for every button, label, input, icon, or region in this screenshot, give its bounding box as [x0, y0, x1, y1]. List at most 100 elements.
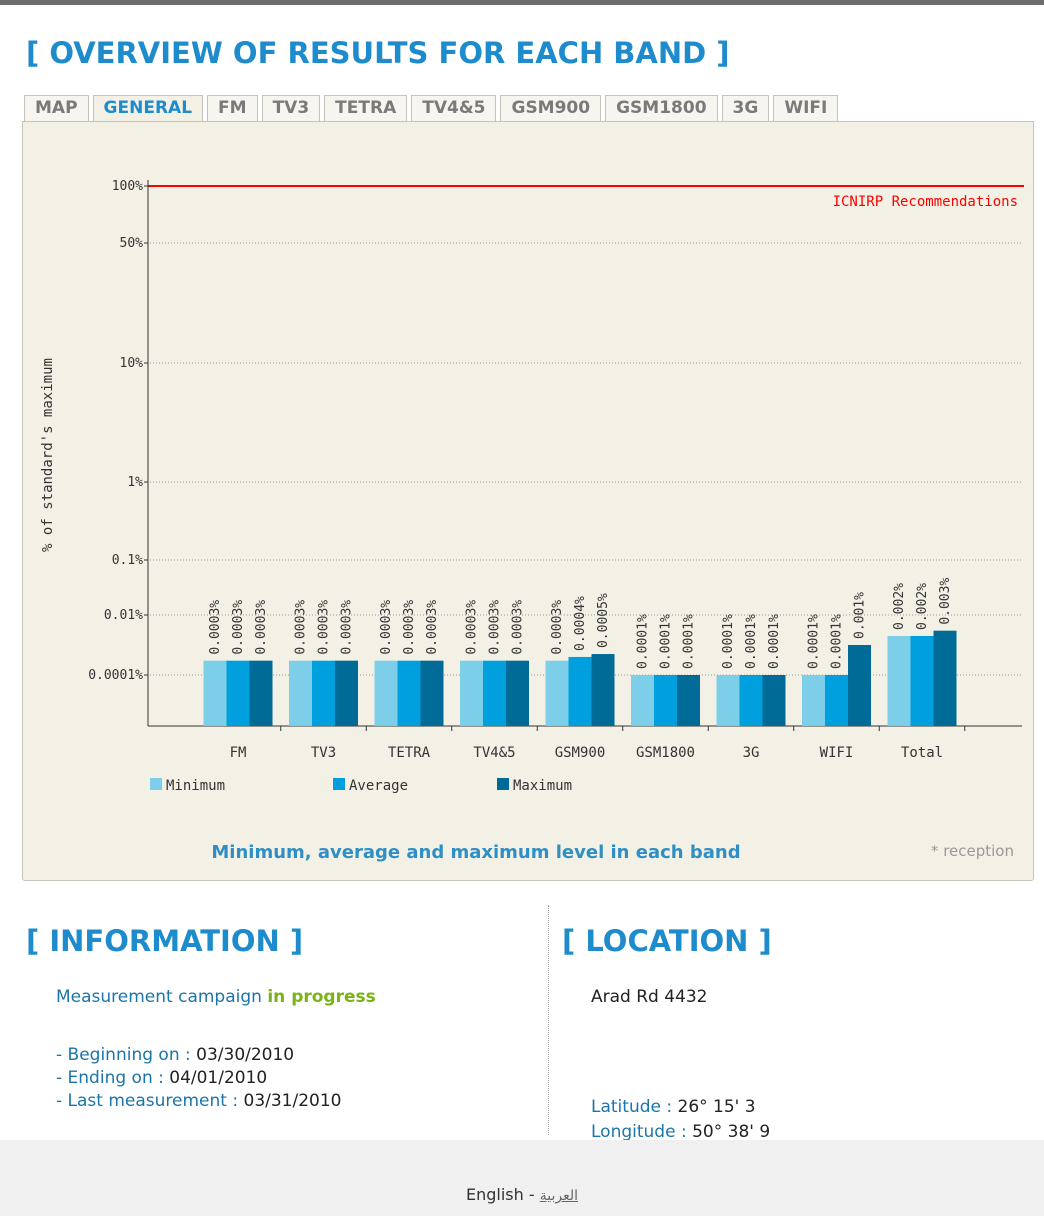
value-label: 0.0003%: [511, 600, 526, 655]
legend-label: Maximum: [513, 778, 572, 794]
bar: [249, 660, 273, 726]
bar: [825, 675, 848, 726]
info-value: 03/31/2010: [243, 1091, 342, 1111]
value-label: 0.0001%: [636, 614, 651, 669]
y-tick-label: 100%: [112, 179, 143, 194]
y-axis-title: % of standard's maximum: [40, 358, 56, 552]
bar: [374, 660, 398, 726]
value-label: 0.0001%: [830, 614, 845, 669]
value-label: 0.002%: [915, 583, 930, 630]
bar: [887, 635, 911, 726]
y-tick-label: 0.1%: [112, 553, 143, 568]
x-tick-label: Total: [901, 745, 943, 761]
info-value: 04/01/2010: [169, 1068, 268, 1088]
separator: [548, 905, 549, 1135]
status: in progress: [267, 987, 376, 1007]
bar: [654, 675, 677, 726]
bar: [910, 635, 934, 726]
legend-label: Minimum: [166, 778, 225, 794]
location-title: [ LOCATION ]: [562, 924, 772, 958]
bar: [677, 675, 700, 726]
info-label: - Last measurement :: [56, 1091, 239, 1111]
value-label: 0.0003%: [231, 600, 246, 655]
bar: [420, 660, 444, 726]
value-label: 0.0003%: [208, 600, 223, 655]
bar: [203, 660, 227, 726]
value-label: 0.0005%: [596, 593, 611, 648]
footer: [0, 1140, 1044, 1216]
value-label: 0.0001%: [682, 614, 697, 669]
language-link[interactable]: العربية: [539, 1188, 578, 1204]
value-label: 0.0003%: [465, 600, 480, 655]
value-label: 0.0001%: [659, 614, 674, 669]
longitude-line: Longitude : 50° 38' 9: [591, 1122, 770, 1142]
bar: [739, 675, 763, 726]
x-tick-label: 3G: [743, 745, 760, 761]
tab[interactable]: MAP: [24, 95, 89, 121]
value-label: 0.0003%: [488, 600, 503, 655]
value-label: 0.0003%: [550, 600, 565, 655]
bar: [460, 660, 483, 726]
info-label: - Beginning on :: [56, 1045, 191, 1065]
y-tick-label: 0.0001%: [88, 668, 143, 683]
bar: [848, 645, 871, 726]
info-items: - Beginning on : 03/30/2010- Ending on :…: [56, 1044, 341, 1113]
x-tick-label: TETRA: [388, 745, 431, 761]
chart-panel: [22, 121, 1034, 881]
bar: [568, 656, 592, 726]
tab[interactable]: WIFI: [773, 95, 839, 121]
tab[interactable]: TETRA: [324, 95, 408, 121]
legend-swatch: [150, 778, 162, 790]
info-label: - Ending on :: [56, 1068, 164, 1088]
caption: Minimum, average and maximum level in ea…: [211, 842, 740, 863]
bar: [802, 675, 825, 726]
value-label: 0.0003%: [294, 600, 309, 655]
value-label: 0.0004%: [573, 596, 588, 651]
tab[interactable]: FM: [207, 95, 258, 121]
value-label: 0.001%: [853, 592, 868, 639]
value-label: 0.0001%: [721, 614, 736, 669]
value-label: 0.0003%: [402, 600, 417, 655]
bar: [312, 660, 335, 726]
info-row: - Last measurement : 03/31/2010: [56, 1090, 341, 1113]
tab[interactable]: 3G: [721, 95, 770, 121]
value-label: 0.0003%: [254, 600, 269, 655]
value-label: 0.0003%: [379, 600, 394, 655]
value-label: 0.0003%: [317, 600, 332, 655]
value-label: 0.003%: [938, 578, 953, 625]
tab[interactable]: GENERAL: [92, 95, 204, 123]
legend-label: Average: [349, 778, 408, 794]
bar: [506, 660, 529, 726]
x-tick-label: GSM1800: [636, 745, 695, 761]
address: Arad Rd 4432: [591, 987, 708, 1007]
footer-text: English - العربية: [0, 1185, 1044, 1204]
bar: [933, 630, 957, 726]
longitude: 50° 38' 9: [692, 1122, 771, 1142]
tab[interactable]: GSM1800: [605, 95, 718, 121]
legend-swatch: [497, 778, 509, 790]
latitude-line: Latitude : 26° 15' 3: [591, 1097, 756, 1117]
tab-bar: MAP GENERAL FM TV3 TETRA TV4&5 GSM900 GSM1800 3G…: [24, 95, 839, 123]
page-title: [ OVERVIEW OF RESULTS FOR EACH BAND ]: [26, 36, 730, 70]
value-label: 0.0003%: [425, 600, 440, 655]
y-tick-label: 10%: [120, 356, 144, 371]
tab[interactable]: GSM900: [500, 95, 602, 121]
value-label: 0.0001%: [807, 614, 822, 669]
y-tick-label: 50%: [120, 236, 144, 251]
value-label: 0.0001%: [744, 614, 759, 669]
x-tick-label: GSM900: [555, 745, 606, 761]
bar: [631, 675, 654, 726]
info-row: - Beginning on : 03/30/2010: [56, 1044, 341, 1067]
status-line: Measurement campaign in progress: [56, 987, 376, 1007]
x-tick-label: FM: [230, 745, 247, 761]
reference-label: ICNIRP Recommendations: [833, 194, 1018, 210]
x-tick-label: TV4&5: [473, 745, 515, 761]
tab[interactable]: TV4&5: [411, 95, 497, 121]
info-row: - Ending on : 04/01/2010: [56, 1067, 341, 1090]
bar: [335, 660, 358, 726]
tab[interactable]: TV3: [261, 95, 321, 121]
value-label: 0.002%: [892, 583, 907, 630]
bar: [397, 660, 421, 726]
bar: [226, 660, 250, 726]
